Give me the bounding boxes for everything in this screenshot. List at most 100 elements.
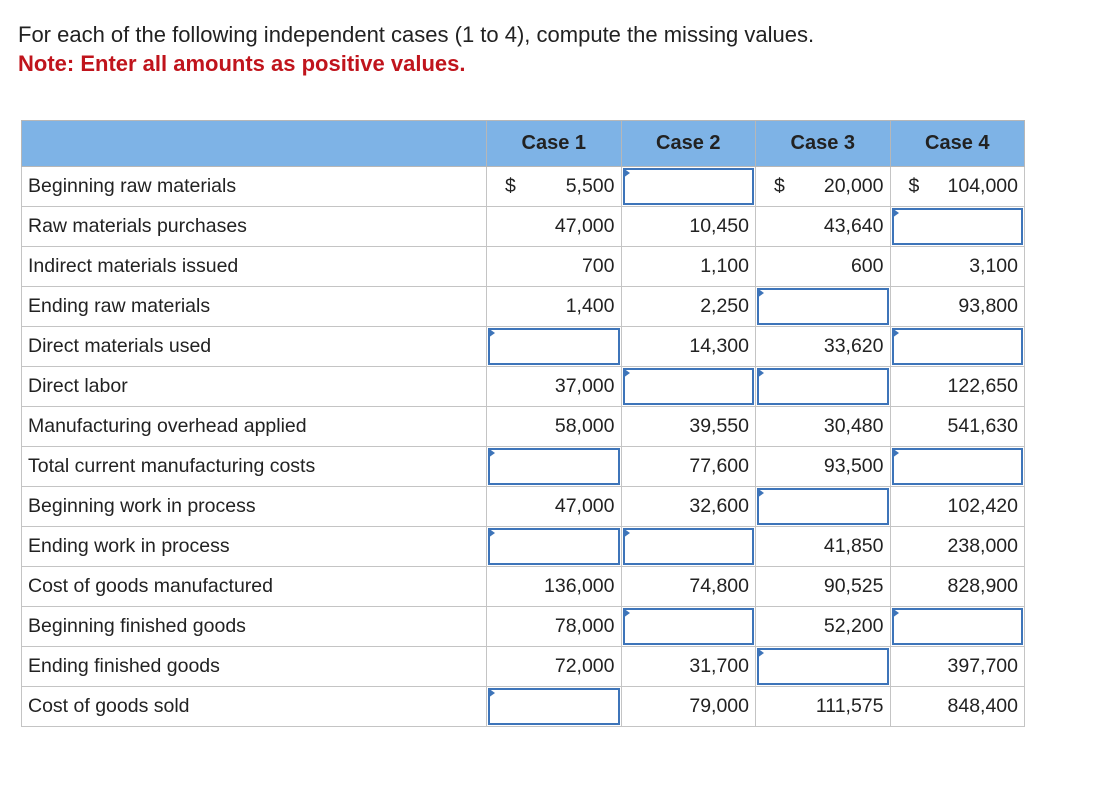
table-row: Indirect materials issued 700 1,100 600 3,10… bbox=[21, 246, 1025, 287]
value-cell-case-4: $104,000 bbox=[889, 166, 1025, 207]
table-row: Total current manufacturing costs 77,600 9… bbox=[21, 446, 1025, 487]
value-cell-case-1: 78,000 bbox=[486, 606, 622, 647]
row-label: Indirect materials issued bbox=[21, 246, 487, 287]
answer-cell-case-4 bbox=[889, 446, 1025, 487]
value-cell-case-2: 2,250 bbox=[620, 286, 756, 327]
value-cell-case-4: 3,100 bbox=[889, 246, 1025, 287]
answer-cell-case-2 bbox=[620, 166, 756, 207]
answer-input[interactable] bbox=[757, 288, 889, 325]
cell-value: 848,400 bbox=[947, 695, 1019, 717]
value-cell-case-2: 1,100 bbox=[620, 246, 756, 287]
value-cell-case-3: 600 bbox=[755, 246, 891, 287]
answer-input[interactable] bbox=[488, 688, 620, 725]
cell-value: 1,400 bbox=[565, 295, 615, 317]
value-cell-case-1: $5,500 bbox=[486, 166, 622, 207]
value-cell-case-4: 848,400 bbox=[889, 686, 1025, 727]
cell-value: 43,640 bbox=[823, 215, 884, 237]
row-label: Beginning finished goods bbox=[21, 606, 487, 647]
table-row: Direct materials used 14,300 33,620 bbox=[21, 326, 1025, 367]
answer-cell-case-2 bbox=[620, 526, 756, 567]
value-cell-case-1: 700 bbox=[486, 246, 622, 287]
value-cell-case-4: 828,900 bbox=[889, 566, 1025, 607]
value-cell-case-4: 541,630 bbox=[889, 406, 1025, 447]
cell-value: 104,000 bbox=[947, 175, 1019, 197]
answer-cell-case-3 bbox=[755, 646, 891, 687]
header-case-2: Case 2 bbox=[620, 120, 756, 167]
currency-symbol: $ bbox=[774, 175, 785, 197]
value-cell-case-1: 37,000 bbox=[486, 366, 622, 407]
cell-value: 37,000 bbox=[554, 375, 615, 397]
table-row: Manufacturing overhead applied 58,000 39,5… bbox=[21, 406, 1025, 447]
value-cell-case-3: 93,500 bbox=[755, 446, 891, 487]
value-cell-case-4: 122,650 bbox=[889, 366, 1025, 407]
value-cell-case-4: 397,700 bbox=[889, 646, 1025, 687]
cell-value: 111,575 bbox=[815, 695, 884, 717]
value-cell-case-3: 52,200 bbox=[755, 606, 891, 647]
cell-value: 58,000 bbox=[554, 415, 615, 437]
table-row: Ending work in process 41,850 238,000 bbox=[21, 526, 1025, 567]
value-cell-case-3: 33,620 bbox=[755, 326, 891, 367]
cell-value: 79,000 bbox=[689, 695, 749, 717]
answer-cell-case-4 bbox=[889, 326, 1025, 367]
row-label: Total current manufacturing costs bbox=[21, 446, 487, 487]
cell-value: 136,000 bbox=[544, 575, 615, 597]
answer-input[interactable] bbox=[757, 368, 889, 405]
cell-value: 47,000 bbox=[554, 495, 615, 517]
answer-input[interactable] bbox=[622, 608, 754, 645]
answer-input[interactable] bbox=[891, 448, 1023, 485]
row-label: Direct labor bbox=[21, 366, 487, 407]
value-cell-case-4: 102,420 bbox=[889, 486, 1025, 527]
cell-value: 1,100 bbox=[700, 255, 749, 277]
answer-cell-case-1 bbox=[486, 446, 622, 487]
answer-input[interactable] bbox=[622, 168, 754, 205]
value-cell-case-3: 111,575 bbox=[755, 686, 891, 727]
table-row: Direct labor 37,000 122,650 bbox=[21, 366, 1025, 407]
note-text: Note: Enter all amounts as positive valu… bbox=[18, 51, 466, 76]
cell-value: 41,850 bbox=[823, 535, 884, 557]
table-row: Beginning work in process 47,000 32,600 102… bbox=[21, 486, 1025, 527]
cell-value: 72,000 bbox=[554, 655, 615, 677]
answer-cell-case-1 bbox=[486, 526, 622, 567]
answer-input[interactable] bbox=[488, 328, 620, 365]
cell-value: 30,480 bbox=[823, 415, 884, 437]
value-cell-case-1: 136,000 bbox=[486, 566, 622, 607]
value-cell-case-2: 10,450 bbox=[620, 206, 756, 247]
value-cell-case-1: 58,000 bbox=[486, 406, 622, 447]
answer-input[interactable] bbox=[622, 528, 754, 565]
cell-value: 33,620 bbox=[823, 335, 884, 357]
answer-cell-case-1 bbox=[486, 326, 622, 367]
currency-symbol: $ bbox=[908, 175, 920, 197]
cell-value: 32,600 bbox=[689, 495, 749, 517]
value-cell-case-2: 77,600 bbox=[620, 446, 756, 487]
value-cell-case-1: 1,400 bbox=[486, 286, 622, 327]
value-cell-case-4: 238,000 bbox=[889, 526, 1025, 567]
answer-input[interactable] bbox=[757, 648, 889, 685]
answer-input[interactable] bbox=[891, 208, 1023, 245]
value-cell-case-2: 74,800 bbox=[620, 566, 756, 607]
cell-value: 52,200 bbox=[823, 615, 884, 637]
cell-value: 93,500 bbox=[823, 455, 884, 477]
header-case-1: Case 1 bbox=[486, 120, 622, 167]
row-label: Direct materials used bbox=[21, 326, 487, 367]
row-label: Beginning raw materials bbox=[21, 166, 487, 207]
answer-input[interactable] bbox=[622, 368, 754, 405]
row-label: Ending raw materials bbox=[21, 286, 487, 327]
cell-value: 3,100 bbox=[969, 255, 1018, 277]
answer-input[interactable] bbox=[891, 608, 1023, 645]
cases-table: Case 1 Case 2 Case 3 Case 4 Beginning ra… bbox=[21, 120, 1025, 727]
answer-input[interactable] bbox=[891, 328, 1023, 365]
answer-cell-case-2 bbox=[620, 606, 756, 647]
answer-input[interactable] bbox=[488, 448, 620, 485]
cell-value: 397,700 bbox=[947, 655, 1019, 677]
cell-value: 93,800 bbox=[958, 295, 1018, 317]
cell-value: 5,500 bbox=[565, 175, 615, 197]
answer-cell-case-3 bbox=[755, 286, 891, 327]
value-cell-case-2: 32,600 bbox=[620, 486, 756, 527]
answer-cell-case-3 bbox=[755, 366, 891, 407]
cell-value: 20,000 bbox=[823, 175, 884, 197]
value-cell-case-2: 14,300 bbox=[620, 326, 756, 367]
answer-input[interactable] bbox=[488, 528, 620, 565]
row-label: Beginning work in process bbox=[21, 486, 487, 527]
cell-value: 14,300 bbox=[689, 335, 749, 357]
answer-input[interactable] bbox=[757, 488, 889, 525]
